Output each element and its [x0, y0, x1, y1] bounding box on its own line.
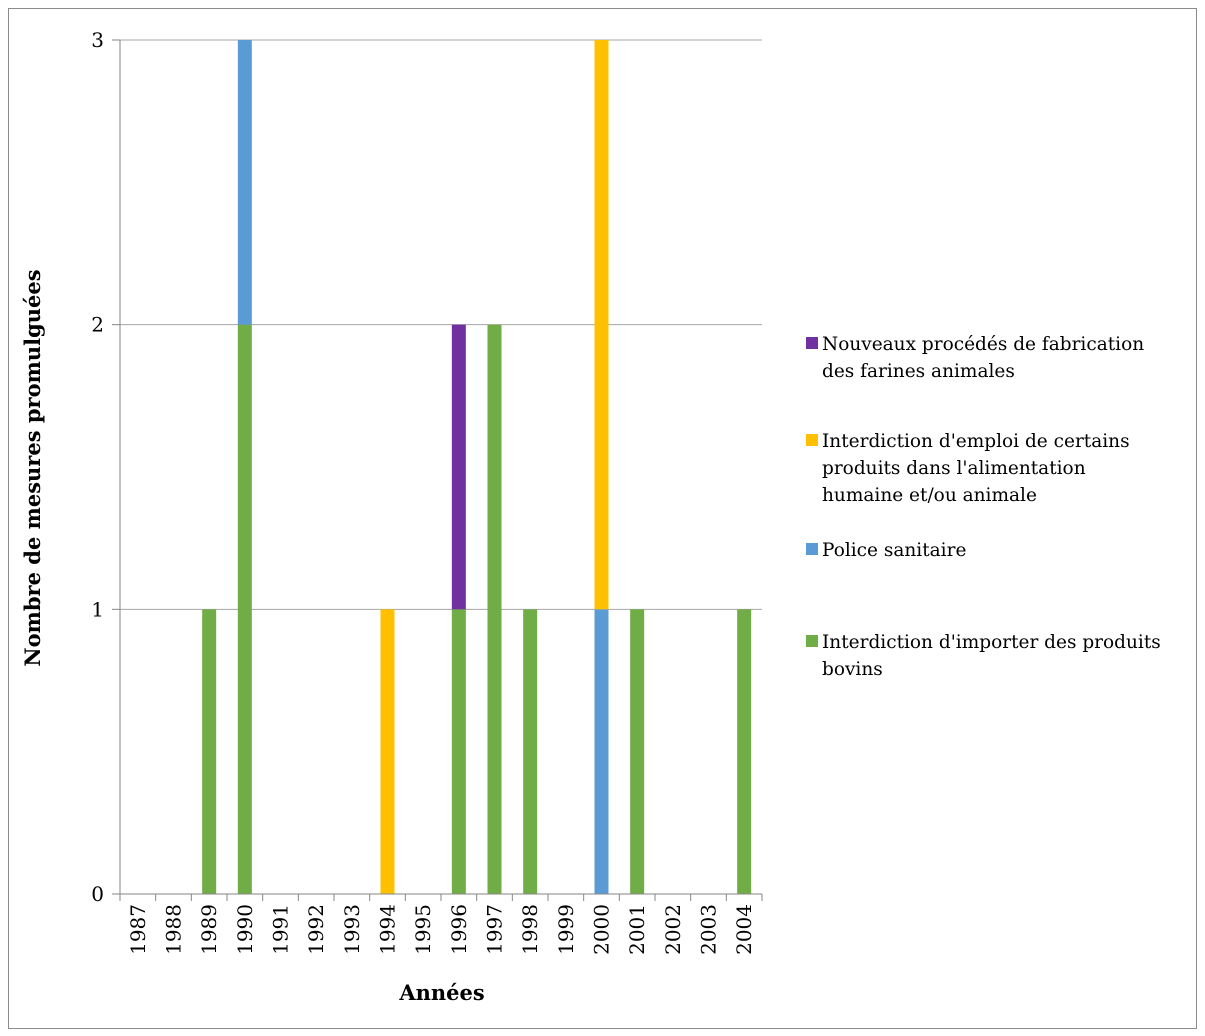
bar-segment	[237, 324, 252, 894]
x-tick-label: 1987	[126, 904, 150, 955]
x-tick-label: 1993	[340, 904, 364, 955]
y-tick-label: 2	[91, 313, 104, 337]
legend-label: produits dans l'alimentation	[822, 458, 1086, 479]
y-axis-title: Nombre de mesures promulguées	[20, 269, 45, 666]
bar-segment	[594, 609, 609, 894]
x-tick-label: 2004	[732, 904, 756, 955]
bar-segment	[594, 40, 609, 610]
bar-segment	[451, 609, 466, 894]
legend-label: Interdiction d'emploi de certains	[822, 431, 1130, 452]
x-tick-label: 2001	[625, 904, 649, 955]
bar-segment	[202, 609, 217, 894]
x-tick-label: 1988	[162, 904, 186, 955]
x-tick-labels: 1987 1988 1989 1990 1991 1992 1993 1994 1995 1996…	[126, 904, 756, 955]
legend-label: bovins	[822, 659, 883, 680]
legend-label: des farines animales	[822, 361, 1015, 382]
y-tick-label: 0	[91, 882, 104, 906]
y-tick-label: 1	[91, 597, 104, 621]
legend-label: Nouveaux procédés de fabrication	[822, 334, 1144, 355]
legend-label: humaine et/ou animale	[822, 485, 1037, 506]
bar-segment	[487, 324, 502, 894]
x-tick-label: 1989	[197, 904, 221, 955]
legend-marker	[806, 635, 818, 647]
axes	[112, 39, 763, 901]
x-tick-label: 1990	[233, 904, 257, 955]
y-tick-labels: 0 1 2 3	[91, 28, 104, 906]
legend-marker	[806, 434, 818, 446]
x-tick-label: 1994	[376, 904, 400, 955]
x-tick-label: 2002	[661, 904, 685, 955]
bar-segment	[237, 40, 252, 325]
gridlines	[120, 39, 762, 610]
bars	[202, 40, 752, 894]
legend: Nouveaux procédés de fabrication des fari…	[806, 334, 1161, 680]
bar-segment	[451, 324, 466, 610]
x-tick-label: 2000	[590, 904, 614, 955]
x-tick-label: 1998	[518, 904, 542, 955]
x-tick-label: 1992	[304, 904, 328, 955]
bar-segment	[380, 609, 395, 894]
x-tick-label: 1999	[554, 904, 578, 955]
x-axis-title: Années	[398, 980, 484, 1005]
legend-label: Police sanitaire	[822, 540, 966, 561]
x-tick-label: 1991	[269, 904, 293, 955]
x-tick-label: 2003	[697, 904, 721, 955]
legend-label: Interdiction d'importer des produits	[822, 632, 1161, 653]
legend-marker	[806, 543, 818, 555]
bar-segment	[630, 609, 645, 894]
x-tick-label: 1995	[411, 904, 435, 955]
legend-marker	[806, 337, 818, 349]
y-tick-label: 3	[91, 28, 104, 52]
x-tick-label: 1997	[483, 904, 507, 955]
bar-segment	[737, 609, 752, 894]
bar-segment	[523, 609, 538, 894]
x-tick-label: 1996	[447, 904, 471, 955]
